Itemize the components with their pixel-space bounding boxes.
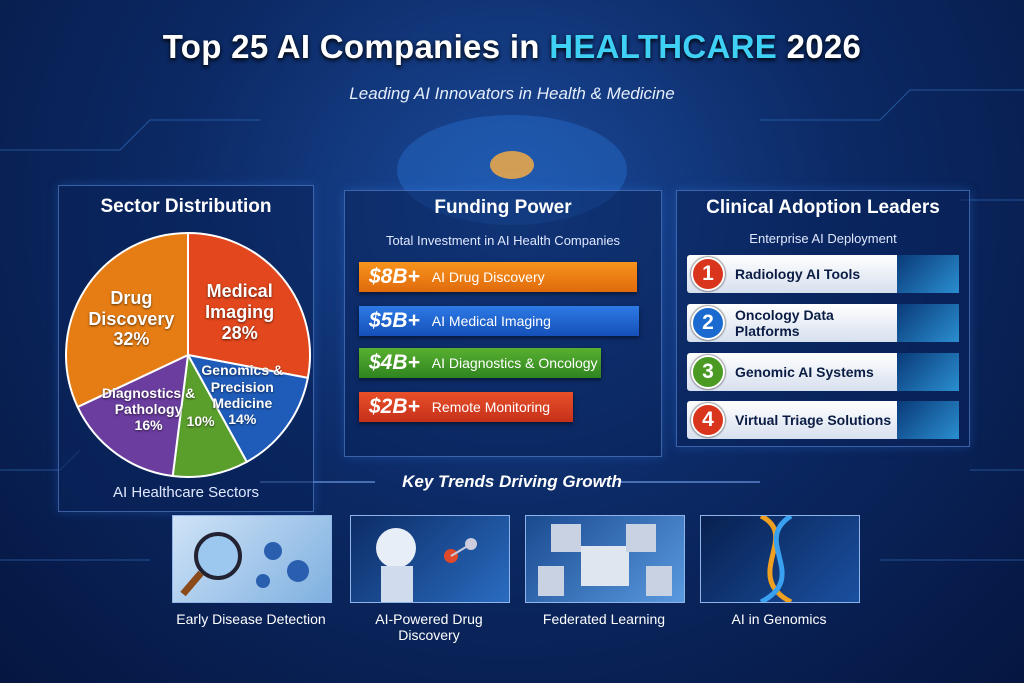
rank: 1 — [691, 257, 725, 291]
subtitle: Leading AI Innovators in Health & Medici… — [349, 84, 675, 103]
slice-label: Medical Imaging 28% — [190, 281, 290, 343]
thumbnail — [897, 401, 959, 439]
slice-label: 10% — [151, 413, 251, 429]
slice-name: Medical Imaging — [205, 281, 275, 322]
icon — [759, 516, 793, 602]
trend-image — [172, 515, 332, 603]
funding-bar: $8B+ AI Drug Discovery — [359, 262, 637, 292]
amount: $5B+ — [369, 309, 420, 332]
pie-slice — [171, 351, 249, 478]
pie-slice — [187, 231, 311, 380]
adoption-item: 3 Genomic AI Systems — [687, 353, 959, 391]
pie-slice — [65, 231, 189, 409]
adoption-item: 1 Radiology AI Tools — [687, 255, 959, 293]
thumbnail — [897, 353, 959, 391]
rank: 3 — [691, 355, 725, 389]
trend-image — [350, 515, 510, 603]
slice-value: 28% — [221, 322, 258, 343]
pie-chart — [65, 231, 311, 478]
pie-labels: Medical Imaging 28% Genomics & Precision M… — [60, 230, 320, 480]
slice-label: Genomics & Precision Medicine 14% — [192, 362, 292, 426]
icon — [376, 528, 477, 602]
title-prefix: Top 25 AI Companies in — [162, 28, 540, 65]
label: Remote Monitoring — [431, 399, 551, 415]
slice-value: 14% — [228, 410, 257, 427]
panel-title: Funding Power — [434, 197, 572, 218]
slice-value: 10% — [186, 412, 215, 429]
pie-slice — [76, 353, 190, 478]
slice-value: 16% — [134, 417, 163, 434]
pie-caption: AI Healthcare Sectors — [113, 484, 259, 501]
trends-title: Key Trends Driving Growth — [402, 472, 622, 491]
pie-slice — [186, 353, 310, 464]
label: Radiology AI Tools — [735, 266, 861, 282]
trend-caption: AI in Genomics — [731, 611, 827, 627]
funding-bar: $4B+ AI Diagnostics & Oncology — [359, 348, 601, 378]
trend-caption: Federated Learning — [542, 611, 666, 627]
label: AI Drug Discovery — [431, 269, 545, 285]
adoption-item: 4 Virtual Triage Solutions — [687, 401, 959, 439]
adoption-panel: Clinical Adoption Leaders Enterprise AI … — [676, 190, 970, 447]
icon — [180, 532, 309, 597]
trend-image — [700, 515, 860, 603]
slice-value: 32% — [113, 329, 150, 350]
panel-title: Sector Distribution — [100, 196, 272, 217]
thumbnail — [897, 255, 959, 293]
title-highlight: HEALTHCARE — [549, 28, 778, 65]
label: Virtual Triage Solutions — [735, 412, 892, 428]
panel-title: Clinical Adoption Leaders — [706, 197, 940, 218]
trend-caption: Early Disease Detection — [176, 611, 326, 627]
panel-subtitle: Enterprise AI Deployment — [749, 231, 897, 246]
slice-name: Drug Discovery — [88, 288, 175, 329]
label: Oncology Data Platforms — [735, 307, 834, 339]
slice-label: Drug Discovery 32% — [81, 288, 181, 350]
amount: $2B+ — [369, 395, 420, 418]
rank: 4 — [691, 403, 725, 437]
adoption-item: 2 Oncology Data Platforms — [687, 304, 959, 342]
panel-subtitle: Total Investment in AI Health Companies — [385, 233, 621, 248]
funding-bar: $5B+ AI Medical Imaging — [359, 306, 639, 336]
title-suffix: 2026 — [786, 28, 862, 65]
rank: 2 — [691, 306, 725, 340]
slice-name: Genomics & Precision Medicine — [201, 362, 284, 411]
title: Top 25 AI Companies in HEALTHCARE 2026 — [0, 28, 1024, 66]
funding-panel: Funding Power Total Investment in AI Hea… — [344, 190, 662, 457]
slice-name: Diagnostics & Pathology — [101, 385, 196, 418]
slice-label: Diagnostics & Pathology 16% — [99, 385, 199, 433]
label: AI Medical Imaging — [431, 313, 551, 329]
amount: $4B+ — [369, 351, 420, 374]
thumbnail — [897, 304, 959, 342]
funding-bar: $2B+ Remote Monitoring — [359, 392, 573, 422]
label: Genomic AI Systems — [735, 364, 874, 380]
trend-image — [525, 515, 685, 603]
amount: $8B+ — [369, 265, 420, 288]
trend-caption: AI-Powered Drug Discovery — [375, 611, 483, 643]
label: AI Diagnostics & Oncology — [431, 355, 598, 371]
icon — [538, 524, 672, 596]
